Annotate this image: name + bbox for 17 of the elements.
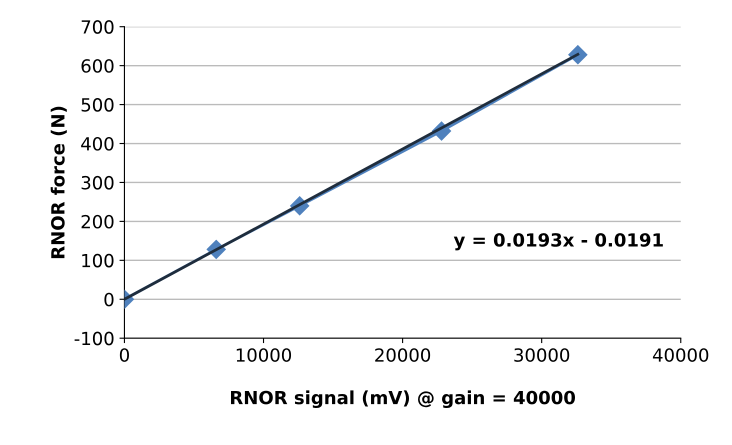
y-tick-label: 0 (104, 292, 114, 306)
y-tick-label: 700 (82, 20, 114, 34)
y-tick-label: 200 (82, 214, 114, 229)
y-tick-label: 500 (82, 98, 114, 112)
x-tick-label: 10000 (236, 348, 292, 362)
y-tick-label: 100 (82, 254, 114, 268)
y-axis-title: RNOR force (N) (50, 106, 67, 258)
y-tick-label: -100 (74, 332, 114, 346)
y-tick-label: 300 (82, 176, 114, 190)
y-tick-label: 400 (81, 136, 114, 151)
x-tick-label: 40000 (652, 348, 708, 362)
x-axis-title: RNOR signal (mV) @ gain = 40000 (231, 390, 575, 408)
x-tick-label: 30000 (514, 348, 570, 362)
y-tick-label: 600 (82, 59, 114, 73)
x-tick-label: 20000 (375, 348, 430, 362)
annotation: y = 0.0193x - 0.0191 (454, 233, 663, 250)
x-tick-label: 0 (120, 348, 129, 362)
